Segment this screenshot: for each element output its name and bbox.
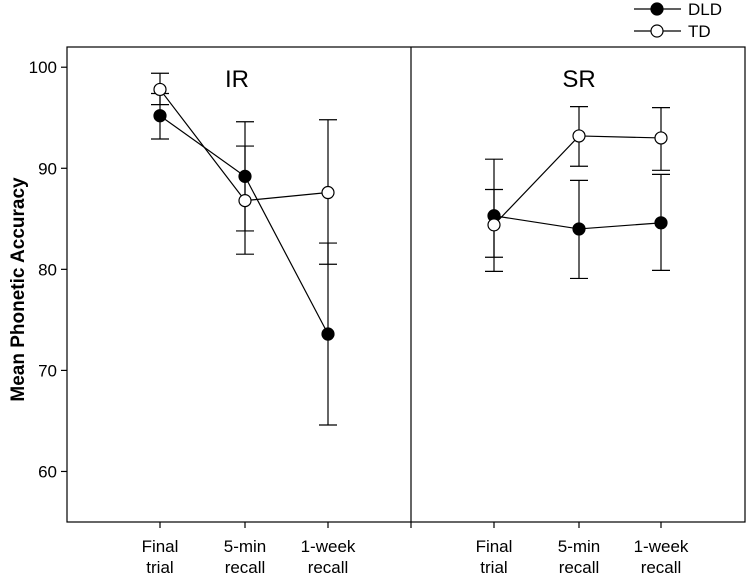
data-point-dld <box>572 222 586 236</box>
y-tick-label: 60 <box>38 462 57 481</box>
legend-marker-dld <box>650 2 664 16</box>
x-tick-label: 1-week <box>634 537 689 556</box>
x-tick-label: recall <box>308 558 349 577</box>
legend-marker-td <box>650 24 664 38</box>
data-point-dld <box>654 216 668 230</box>
series-line-td <box>159 89 329 202</box>
x-tick-label: trial <box>480 558 507 577</box>
y-tick-label: 90 <box>38 159 57 178</box>
x-tick-label: Final <box>142 537 179 556</box>
x-tick-label: trial <box>146 558 173 577</box>
panel-title-ir: IR <box>225 66 249 93</box>
panel-title-sr: SR <box>562 66 595 93</box>
data-point-dld <box>238 169 252 183</box>
data-point-dld <box>153 109 167 123</box>
x-tick-label: recall <box>225 558 266 577</box>
y-axis-label: Mean Phonetic Accuracy <box>8 177 29 402</box>
x-tick-label: 5-min <box>558 537 601 556</box>
x-tick-label: Final <box>476 537 513 556</box>
data-point-td <box>321 185 335 200</box>
data-point-td <box>572 129 586 143</box>
data-point-td <box>153 82 167 97</box>
legend-label-dld: DLD <box>688 0 722 19</box>
plot-frame <box>66 46 746 523</box>
y-tick-label: 80 <box>38 260 57 279</box>
x-tick-label: recall <box>559 558 600 577</box>
x-tick-label: 1-week <box>301 537 356 556</box>
legend-label-td: TD <box>688 22 711 41</box>
y-tick-label: 100 <box>29 58 57 77</box>
data-point-td <box>654 131 668 145</box>
data-point-td <box>238 194 252 208</box>
data-point-dld <box>321 327 335 341</box>
data-point-td <box>487 218 501 232</box>
series-line-dld <box>159 115 329 335</box>
y-tick-label: 70 <box>38 361 57 380</box>
x-tick-label: 5-min <box>224 537 267 556</box>
x-tick-label: recall <box>641 558 682 577</box>
